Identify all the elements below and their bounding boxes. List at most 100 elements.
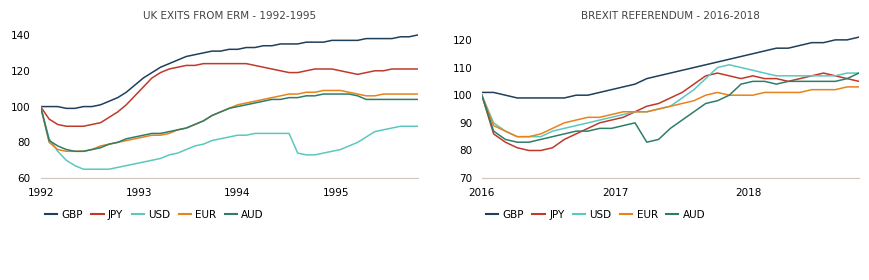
GBP — [806, 41, 816, 44]
AUD — [327, 92, 337, 96]
USD — [361, 135, 371, 139]
GBP — [189, 53, 200, 56]
JPY — [547, 146, 557, 150]
AUD — [712, 99, 722, 102]
USD — [87, 167, 97, 171]
EUR — [275, 94, 285, 97]
JPY — [386, 67, 396, 71]
AUD — [163, 130, 174, 133]
AUD — [723, 94, 733, 97]
GBP — [138, 76, 149, 80]
JPY — [746, 74, 757, 78]
EUR — [794, 91, 805, 94]
GBP — [78, 105, 89, 108]
AUD — [112, 141, 123, 144]
JPY — [309, 67, 320, 71]
AUD — [275, 98, 285, 101]
EUR — [241, 101, 251, 105]
EUR — [70, 150, 80, 153]
USD — [794, 74, 805, 78]
EUR — [712, 91, 722, 94]
AUD — [207, 114, 217, 117]
USD — [163, 153, 174, 157]
AUD — [378, 98, 388, 101]
AUD — [267, 98, 277, 101]
AUD — [606, 127, 616, 130]
GBP — [318, 41, 328, 44]
AUD — [241, 103, 251, 106]
JPY — [172, 66, 182, 69]
USD — [688, 88, 699, 91]
EUR — [78, 150, 89, 153]
AUD — [258, 99, 269, 103]
USD — [594, 118, 604, 122]
EUR — [129, 137, 140, 141]
EUR — [735, 94, 746, 97]
JPY — [629, 110, 640, 113]
EUR — [335, 89, 345, 92]
Line: JPY: JPY — [481, 73, 858, 150]
JPY — [215, 62, 225, 65]
AUD — [309, 94, 320, 97]
USD — [582, 121, 593, 125]
JPY — [676, 91, 687, 94]
JPY — [138, 85, 149, 88]
USD — [121, 164, 131, 167]
AUD — [594, 127, 604, 130]
USD — [559, 127, 569, 130]
AUD — [36, 105, 46, 108]
AUD — [653, 138, 663, 141]
USD — [735, 66, 746, 69]
EUR — [829, 88, 839, 91]
GBP — [241, 46, 251, 49]
EUR — [770, 91, 780, 94]
AUD — [511, 141, 521, 144]
JPY — [395, 67, 405, 71]
AUD — [292, 96, 302, 99]
JPY — [640, 104, 651, 108]
USD — [283, 132, 294, 135]
JPY — [223, 62, 234, 65]
GBP — [309, 41, 320, 44]
USD — [249, 132, 260, 135]
USD — [511, 135, 521, 138]
GBP — [96, 103, 106, 106]
GBP — [258, 44, 269, 47]
AUD — [61, 148, 71, 151]
AUD — [172, 128, 182, 132]
GBP — [36, 105, 46, 108]
JPY — [275, 69, 285, 73]
USD — [96, 167, 106, 171]
USD — [386, 126, 396, 130]
GBP — [301, 41, 311, 44]
USD — [267, 132, 277, 135]
JPY — [794, 77, 805, 80]
JPY — [688, 82, 699, 86]
AUD — [318, 92, 328, 96]
EUR — [547, 127, 557, 130]
USD — [378, 128, 388, 132]
AUD — [535, 138, 546, 141]
Line: EUR: EUR — [481, 87, 858, 137]
EUR — [688, 99, 699, 102]
GBP — [386, 37, 396, 40]
EUR — [172, 128, 182, 132]
JPY — [156, 71, 166, 74]
AUD — [156, 132, 166, 135]
GBP — [52, 105, 63, 108]
GBP — [369, 37, 380, 40]
USD — [412, 125, 422, 128]
JPY — [112, 110, 123, 114]
EUR — [189, 123, 200, 126]
GBP — [570, 94, 580, 97]
USD — [829, 74, 839, 78]
USD — [759, 71, 769, 75]
JPY — [759, 77, 769, 80]
USD — [629, 110, 640, 113]
GBP — [841, 38, 852, 41]
JPY — [96, 121, 106, 124]
JPY — [653, 102, 663, 105]
USD — [782, 74, 793, 78]
EUR — [500, 129, 510, 133]
GBP — [759, 49, 769, 53]
